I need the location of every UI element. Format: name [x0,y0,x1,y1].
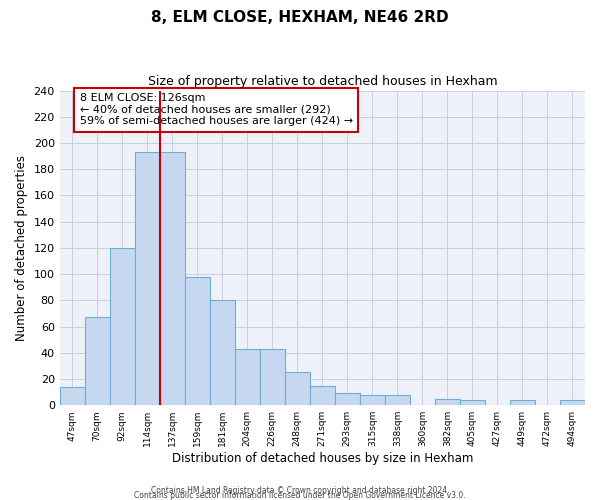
Bar [185,276,210,405]
Bar [435,398,460,405]
Bar [360,394,385,405]
Text: Contains public sector information licensed under the Open Government Licence v3: Contains public sector information licen… [134,491,466,500]
Bar [385,394,410,405]
Bar [260,349,285,405]
Y-axis label: Number of detached properties: Number of detached properties [15,155,28,341]
Bar [160,152,185,405]
Text: 8 ELM CLOSE: 126sqm
← 40% of detached houses are smaller (292)
59% of semi-detac: 8 ELM CLOSE: 126sqm ← 40% of detached ho… [80,93,353,126]
Bar [510,400,535,405]
Bar [59,387,85,405]
Bar [285,372,310,405]
Bar [235,349,260,405]
Bar [560,400,585,405]
Bar [85,318,110,405]
Text: Contains HM Land Registry data © Crown copyright and database right 2024.: Contains HM Land Registry data © Crown c… [151,486,449,495]
Text: 8, ELM CLOSE, HEXHAM, NE46 2RD: 8, ELM CLOSE, HEXHAM, NE46 2RD [151,10,449,25]
Bar [210,300,235,405]
Bar [110,248,135,405]
Title: Size of property relative to detached houses in Hexham: Size of property relative to detached ho… [148,75,497,88]
Bar [135,152,160,405]
Bar [310,386,335,405]
X-axis label: Distribution of detached houses by size in Hexham: Distribution of detached houses by size … [172,452,473,465]
Bar [460,400,485,405]
Bar [335,394,360,405]
